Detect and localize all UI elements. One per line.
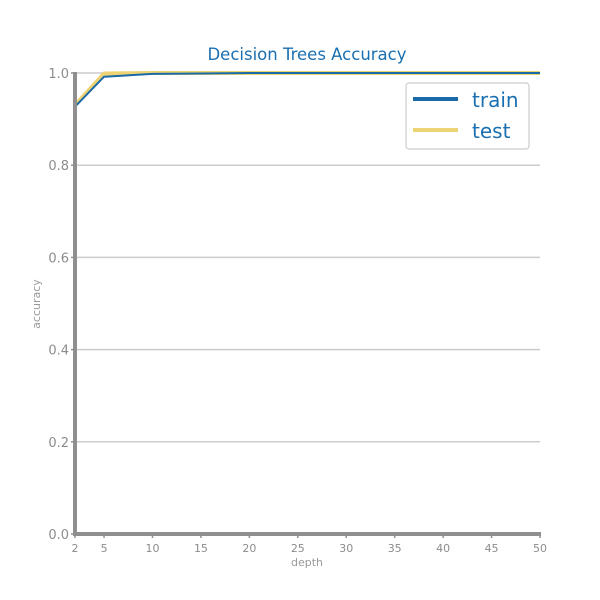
legend-label-train: train (472, 88, 519, 112)
y-axis-label: accuracy (30, 279, 43, 329)
y-tick-label: 0.8 (48, 159, 69, 174)
x-tick-label: 15 (194, 542, 208, 555)
y-tick-label: 1.0 (48, 67, 69, 82)
series-line-train (74, 72, 540, 108)
y-ticks: 0.0 0.2 0.4 0.6 0.8 1.0 (48, 67, 75, 543)
y-tick-label: 0.4 (48, 344, 69, 359)
chart-title: Decision Trees Accuracy (207, 45, 406, 64)
x-tick-label: 30 (339, 542, 353, 555)
x-tick-label: 5 (101, 542, 108, 555)
x-axis-label: depth (291, 556, 323, 569)
y-tick-label: 0.0 (48, 528, 69, 543)
x-tick-label: 10 (146, 542, 160, 555)
legend-label-test: test (472, 119, 511, 143)
series-layer (73, 71, 540, 108)
x-tick-label: 45 (485, 542, 499, 555)
x-tick-label: 50 (533, 542, 547, 555)
x-tick-label: 2 (72, 542, 79, 555)
x-tick-label: 40 (436, 542, 450, 555)
y-tick-label: 0.6 (48, 251, 69, 266)
x-tick-label: 20 (242, 542, 256, 555)
legend: train test (405, 82, 530, 150)
x-tick-label: 35 (388, 542, 402, 555)
x-tick-label: 25 (291, 542, 305, 555)
x-ticks: 2 5 10 15 20 25 30 35 40 45 50 (72, 534, 547, 555)
y-tick-label: 0.2 (48, 436, 69, 451)
